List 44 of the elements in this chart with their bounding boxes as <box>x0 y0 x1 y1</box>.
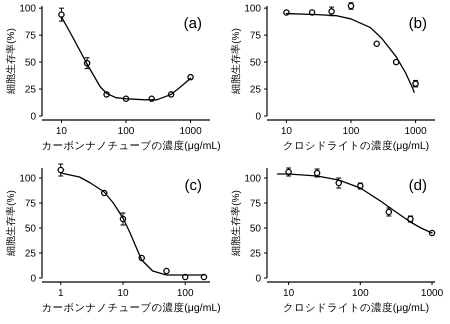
y-tick-label: 75 <box>24 30 36 42</box>
y-tick-label: 0 <box>30 274 36 284</box>
y-tick-label: 25 <box>250 84 262 96</box>
x-tick-label: 10 <box>280 126 292 137</box>
x-tick-label: 1000 <box>404 126 428 137</box>
x-tick-label: 100 <box>118 126 135 137</box>
y-tick-label: 100 <box>19 174 36 184</box>
x-tick-label: 10 <box>283 288 295 299</box>
y-tick-label: 0 <box>255 112 262 122</box>
x-axis-title: カーボンナノチューブの濃度(μg/mL) <box>41 139 221 152</box>
y-tick-label: 50 <box>24 58 36 69</box>
x-tick-label: 100 <box>342 126 360 137</box>
y-tick-label: 100 <box>244 174 262 184</box>
x-tick-label: 100 <box>176 288 194 299</box>
x-axis-title: クロシドライトの濃度(μg/mL) <box>282 139 430 152</box>
x-tick-label: 1 <box>58 288 64 299</box>
y-tick-label: 75 <box>250 198 262 210</box>
annotation: (c) <box>184 177 202 194</box>
x-axis-title: クロシドライトの濃度(μg/mL) <box>282 301 430 314</box>
y-tick-label: 25 <box>24 84 36 96</box>
annotation: (a) <box>184 15 202 32</box>
x-tick-label: 10 <box>117 288 129 299</box>
y-tick-label: 100 <box>244 4 262 15</box>
x-tick-label: 1000 <box>179 126 202 137</box>
y-tick-label: 100 <box>19 4 36 15</box>
x-tick-label: 1000 <box>420 288 444 299</box>
y-axis-title: 細胞生存率(%) <box>230 190 242 257</box>
annotation: (d) <box>408 177 427 194</box>
y-tick-label: 25 <box>24 248 36 260</box>
y-tick-label: 50 <box>24 224 36 234</box>
y-tick-label: 75 <box>24 198 36 210</box>
y-tick-label: 75 <box>250 30 262 42</box>
y-tick-label: 50 <box>250 224 262 234</box>
y-axis-title: 細胞生存率(%) <box>5 28 17 95</box>
annotation: (b) <box>408 15 427 32</box>
y-tick-label: 25 <box>250 248 262 260</box>
x-tick-label: 10 <box>56 126 68 137</box>
y-tick-label: 0 <box>30 112 36 122</box>
x-tick-label: 100 <box>352 288 370 299</box>
y-tick-label: 50 <box>250 58 262 69</box>
y-tick-label: 0 <box>255 274 262 284</box>
x-axis-title: カーボンナノチューブの濃度(μg/mL) <box>41 301 221 314</box>
y-axis-title: 細胞生存率(%) <box>230 28 242 95</box>
y-axis-title: 細胞生存率(%) <box>5 190 17 257</box>
